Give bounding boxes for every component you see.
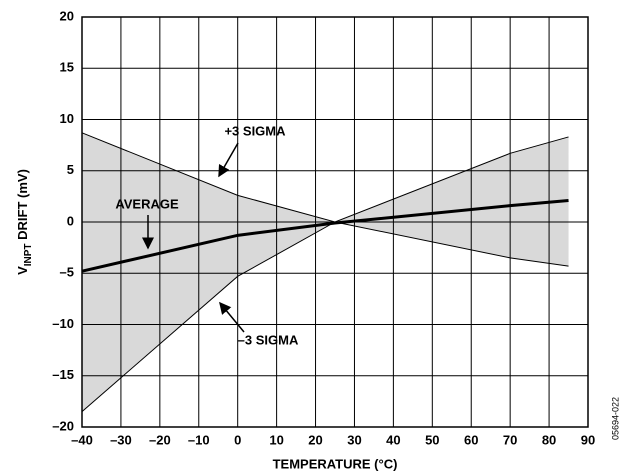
x-tick-label: –20 <box>149 432 171 447</box>
x-tick-label: 90 <box>581 432 595 447</box>
y-label-main: V <box>15 266 30 275</box>
x-tick-label: 0 <box>234 432 241 447</box>
series-annotation: AVERAGE <box>115 196 179 211</box>
x-tick-label: 80 <box>542 432 556 447</box>
y-tick-label: –5 <box>60 265 74 280</box>
y-tick-label: 0 <box>67 213 74 228</box>
sigma-band <box>82 132 569 412</box>
x-tick-label: 30 <box>347 432 361 447</box>
x-tick-label: 70 <box>503 432 517 447</box>
y-tick-label: 15 <box>60 60 74 75</box>
plot-frame <box>81 16 589 428</box>
x-tick-label: –30 <box>110 432 132 447</box>
y-tick-label: –20 <box>52 418 74 433</box>
x-tick-label: 20 <box>308 432 322 447</box>
series-line <box>81 198 569 273</box>
y-axis-label: VINPT DRIFT (mV) <box>15 169 33 275</box>
x-tick-label: 40 <box>386 432 400 447</box>
y-tick-label: –10 <box>52 316 74 331</box>
series-annotation: +3 SIGMA <box>224 123 286 138</box>
y-tick-label: 5 <box>67 162 74 177</box>
series-annotation: –3 SIGMA <box>238 332 299 347</box>
x-tick-label: –10 <box>188 432 210 447</box>
y-tick-label: 20 <box>60 8 74 23</box>
x-axis-label: TEMPERATURE (°C) <box>273 456 398 471</box>
y-tick-label: –15 <box>52 367 74 382</box>
annotation-arrow <box>218 142 239 178</box>
x-tick-label: 10 <box>269 432 283 447</box>
figure-id: 05694-022 <box>610 397 620 440</box>
y-tick-label: 10 <box>60 111 74 126</box>
y-label-rest: DRIFT (mV) <box>15 169 30 243</box>
y-label-sub: INPT <box>23 243 34 266</box>
x-tick-label: 60 <box>464 432 478 447</box>
x-tick-label: –40 <box>71 432 93 447</box>
x-tick-label: 50 <box>425 432 439 447</box>
annotation-arrow <box>219 301 245 333</box>
